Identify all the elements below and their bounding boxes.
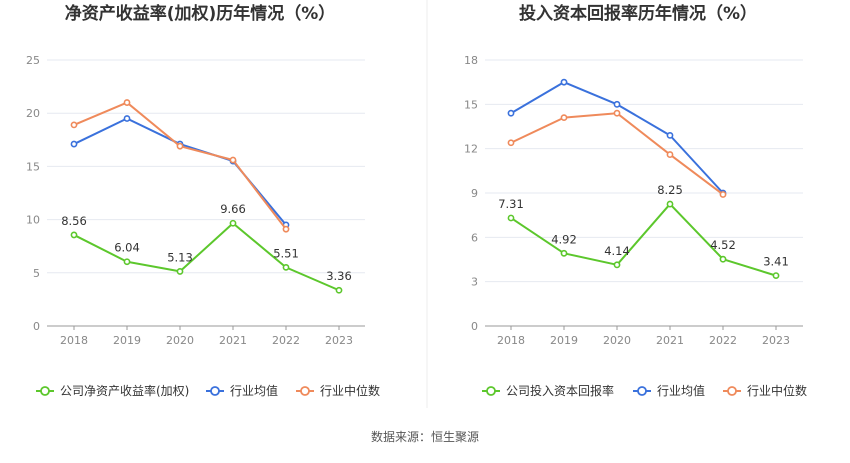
x-tick-label: 2021 bbox=[219, 334, 247, 347]
x-tick-label: 2021 bbox=[656, 334, 684, 347]
x-tick-label: 2018 bbox=[60, 334, 88, 347]
chart-panel-2: 投入资本回报率历年情况（%） 0 3 6 9 12 15 18 2018 2019 2020 2021… bbox=[464, 3, 807, 398]
y-tick-label: 25 bbox=[26, 54, 40, 67]
data-point bbox=[507, 139, 515, 147]
series-line-avg bbox=[73, 117, 287, 226]
series-line-median bbox=[510, 112, 724, 196]
y-tick-label: 5 bbox=[33, 267, 40, 280]
data-label: 5.51 bbox=[273, 246, 299, 260]
legend-label: 公司投入资本回报率 bbox=[506, 383, 614, 398]
legend-label: 行业中位数 bbox=[747, 383, 807, 398]
data-point bbox=[666, 151, 674, 158]
data-point bbox=[123, 258, 131, 266]
y-tick-label: 6 bbox=[471, 231, 478, 244]
x-tick-label: 2020 bbox=[603, 334, 631, 347]
series-line-company bbox=[73, 222, 340, 292]
x-tick-label: 2019 bbox=[550, 334, 578, 347]
y-tick-label: 12 bbox=[464, 143, 478, 156]
data-point bbox=[666, 131, 674, 139]
legend-label: 行业中位数 bbox=[320, 383, 380, 398]
data-point bbox=[613, 100, 621, 108]
y-tick-label: 3 bbox=[471, 276, 478, 289]
data-point bbox=[560, 249, 568, 257]
data-point bbox=[335, 286, 343, 294]
data-point bbox=[666, 200, 674, 208]
data-point bbox=[282, 225, 290, 233]
y-tick-label: 0 bbox=[33, 320, 40, 333]
data-point bbox=[560, 114, 568, 122]
legend-swatch-marker bbox=[727, 386, 737, 396]
x-tick-label: 2023 bbox=[762, 334, 790, 347]
data-label: 5.13 bbox=[167, 250, 193, 264]
data-point bbox=[70, 231, 78, 239]
data-label: 6.04 bbox=[114, 241, 140, 255]
x-tick-label: 2018 bbox=[497, 334, 525, 347]
series-line-company bbox=[510, 203, 777, 277]
data-source-note: 数据来源：恒生聚源 bbox=[370, 430, 479, 444]
legend-label: 行业均值 bbox=[657, 383, 705, 398]
y-tick-label: 20 bbox=[26, 107, 40, 120]
data-label: 3.41 bbox=[763, 255, 789, 269]
series-line-avg bbox=[510, 81, 724, 194]
data-point bbox=[507, 109, 515, 117]
data-point bbox=[70, 121, 78, 129]
chart-title: 净资产收益率(加权)历年情况（%） bbox=[65, 3, 336, 24]
data-point bbox=[507, 214, 515, 222]
x-tick-label: 2023 bbox=[325, 334, 353, 347]
data-label: 9.66 bbox=[220, 202, 246, 216]
data-label: 8.56 bbox=[61, 214, 87, 228]
y-tick-label: 9 bbox=[471, 187, 478, 200]
data-point bbox=[613, 261, 621, 269]
legend-swatch-marker bbox=[300, 386, 310, 396]
data-point bbox=[719, 255, 727, 263]
legend-label: 行业均值 bbox=[230, 383, 278, 398]
data-point bbox=[719, 191, 727, 198]
data-point bbox=[229, 219, 237, 227]
data-point bbox=[772, 272, 780, 280]
x-tick-label: 2022 bbox=[272, 334, 300, 347]
data-point bbox=[176, 142, 184, 150]
data-label: 3.36 bbox=[326, 269, 352, 283]
y-tick-label: 15 bbox=[464, 98, 478, 111]
data-point bbox=[176, 268, 184, 275]
legend-swatch-marker bbox=[40, 386, 50, 396]
series-line-median bbox=[73, 101, 287, 230]
y-tick-label: 10 bbox=[26, 214, 40, 227]
legend-swatch-marker bbox=[210, 386, 220, 396]
chart-title: 投入资本回报率历年情况（%） bbox=[519, 3, 757, 24]
data-label: 4.52 bbox=[710, 238, 736, 252]
x-tick-label: 2020 bbox=[166, 334, 194, 347]
legend-swatch-marker bbox=[637, 386, 647, 396]
legend-label: 公司净资产收益率(加权) bbox=[60, 383, 189, 398]
data-point bbox=[282, 263, 290, 271]
y-tick-label: 0 bbox=[471, 320, 478, 333]
x-tick-label: 2019 bbox=[113, 334, 141, 347]
data-label: 7.31 bbox=[498, 197, 524, 211]
data-point bbox=[70, 140, 78, 148]
legend-swatch-marker bbox=[486, 386, 496, 396]
data-label: 4.14 bbox=[604, 244, 630, 258]
y-tick-label: 18 bbox=[464, 54, 478, 67]
data-point bbox=[560, 78, 568, 86]
data-point bbox=[123, 115, 131, 122]
data-label: 8.25 bbox=[657, 183, 683, 197]
data-label: 4.92 bbox=[551, 232, 577, 246]
x-tick-label: 2022 bbox=[709, 334, 737, 347]
chart-panel-1: 净资产收益率(加权)历年情况（%） 0 5 10 15 20 25 2018 2019 2020 2… bbox=[26, 3, 380, 398]
data-point bbox=[123, 99, 131, 106]
data-point bbox=[229, 156, 237, 164]
y-tick-label: 15 bbox=[26, 160, 40, 173]
data-point bbox=[613, 109, 621, 117]
